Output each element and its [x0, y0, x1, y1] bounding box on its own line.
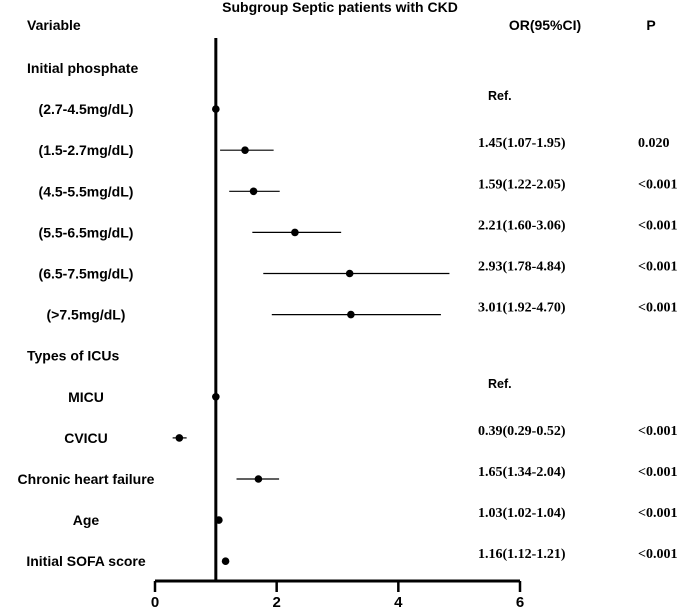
or-value: Ref. [488, 89, 512, 103]
group-header-label: Types of ICUs [27, 348, 120, 364]
or-point [347, 310, 355, 319]
row-label: Chronic heart failure [18, 471, 155, 487]
or-value: 1.16(1.12-1.21) [478, 547, 566, 562]
row-label: MICU [68, 389, 104, 405]
chart-title: Subgroup Septic patients with CKD [222, 0, 458, 15]
p-value: <0.001 [638, 177, 677, 192]
or-column-header: OR(95%CI) [509, 17, 581, 33]
or-value: 3.01(1.92-4.70) [478, 301, 566, 316]
or-point [345, 269, 354, 278]
row-label: (1.5-2.7mg/dL) [39, 142, 134, 158]
or-point [249, 187, 258, 196]
p-value: 0.020 [638, 136, 670, 151]
or-point [175, 434, 184, 442]
row-label: Initial SOFA score [26, 553, 146, 569]
or-value: Ref. [488, 377, 512, 391]
or-point [241, 146, 249, 154]
p-value: <0.001 [638, 424, 677, 439]
p-value: <0.001 [638, 465, 677, 480]
or-value: 2.93(1.78-4.84) [478, 260, 566, 275]
row-label: (4.5-5.5mg/dL) [39, 183, 134, 199]
p-value: <0.001 [638, 218, 677, 233]
or-value: 1.45(1.07-1.95) [478, 136, 566, 151]
group-header-label: Initial phosphate [27, 60, 138, 76]
or-value: 1.59(1.22-2.05) [478, 177, 566, 192]
or-value: 1.03(1.02-1.04) [478, 506, 566, 521]
p-value: <0.001 [638, 547, 677, 562]
x-tick-label: 2 [272, 594, 280, 611]
row-label: (2.7-4.5mg/dL) [39, 101, 134, 117]
or-point [221, 557, 230, 565]
or-value: 0.39(0.29-0.52) [478, 424, 566, 439]
p-value: <0.001 [638, 260, 677, 275]
x-tick-label: 6 [516, 594, 524, 611]
row-label: (6.5-7.5mg/dL) [39, 266, 134, 282]
row-label: (>7.5mg/dL) [47, 307, 126, 323]
row-label: CVICU [64, 430, 108, 446]
variable-column-header: Variable [27, 17, 81, 33]
or-point [291, 228, 299, 237]
p-value: <0.001 [638, 506, 677, 521]
or-value: 2.21(1.60-3.06) [478, 218, 566, 233]
row-label: (5.5-6.5mg/dL) [39, 224, 134, 240]
x-tick-label: 0 [151, 594, 159, 611]
row-label: Age [73, 512, 100, 528]
or-value: 1.65(1.34-2.04) [478, 465, 566, 480]
p-column-header: P [646, 17, 655, 33]
p-value: <0.001 [638, 301, 677, 316]
x-tick-label: 4 [394, 594, 403, 611]
or-point [254, 475, 263, 483]
